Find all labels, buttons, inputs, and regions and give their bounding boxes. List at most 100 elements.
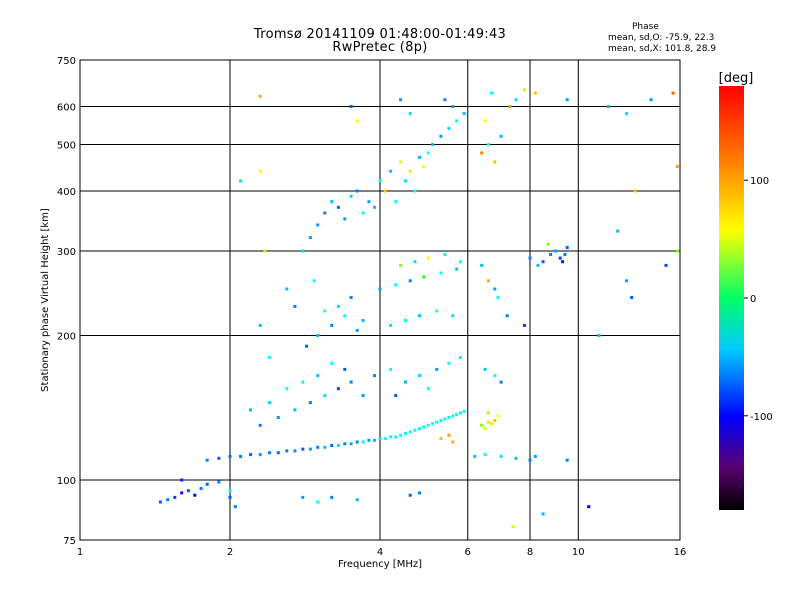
data-point — [285, 287, 289, 291]
data-point — [349, 380, 353, 384]
data-point — [607, 105, 610, 108]
data-point — [490, 422, 494, 426]
data-point — [499, 380, 503, 384]
data-point — [239, 454, 243, 458]
y-axis-label: Stationary phase Virtual Height [km] — [40, 208, 51, 392]
data-point — [426, 151, 430, 155]
data-point — [205, 458, 209, 462]
data-point — [418, 374, 421, 378]
data-point — [308, 236, 312, 240]
data-point — [330, 361, 334, 365]
data-point — [249, 453, 253, 457]
data-point — [408, 112, 412, 116]
data-point — [228, 495, 232, 499]
data-point — [316, 500, 320, 504]
colorbar — [719, 86, 744, 510]
data-point — [565, 98, 569, 102]
data-point — [549, 253, 553, 256]
data-point — [389, 169, 393, 173]
data-point — [285, 449, 289, 453]
data-point — [349, 296, 353, 299]
data-point — [404, 380, 407, 384]
data-point — [367, 200, 371, 204]
data-point — [447, 127, 451, 130]
data-point — [330, 323, 334, 327]
data-point — [258, 94, 262, 98]
data-point — [413, 428, 417, 432]
data-point — [330, 495, 334, 499]
data-point — [413, 260, 417, 264]
plot-frame — [79, 59, 681, 541]
data-point — [480, 263, 484, 267]
data-point — [493, 374, 497, 378]
data-point — [528, 458, 532, 462]
data-point — [336, 205, 340, 209]
data-point — [462, 112, 466, 116]
data-point — [455, 119, 459, 123]
data-point — [361, 319, 365, 322]
data-point — [435, 420, 439, 424]
data-point — [389, 367, 393, 371]
y-tick-label: 600 — [57, 103, 76, 114]
data-point — [439, 419, 443, 423]
y-tick-label: 100 — [57, 476, 76, 487]
data-point — [268, 356, 271, 359]
data-point — [630, 296, 634, 299]
data-point — [205, 482, 209, 486]
data-point — [558, 256, 562, 260]
data-point — [293, 449, 297, 453]
data-point — [355, 328, 359, 332]
data-point — [536, 263, 540, 267]
y-tick-label: 200 — [57, 332, 76, 343]
data-point — [373, 205, 376, 209]
data-point — [258, 323, 262, 327]
data-point — [166, 498, 170, 502]
data-point — [361, 440, 365, 444]
data-point — [480, 423, 484, 427]
data-point — [533, 454, 537, 458]
data-point — [316, 445, 320, 449]
data-point — [349, 194, 353, 198]
data-point — [316, 374, 320, 378]
data-point — [439, 271, 443, 275]
data-point — [228, 489, 232, 493]
data-point — [399, 263, 403, 267]
data-point — [505, 314, 509, 318]
data-point — [312, 279, 316, 283]
data-point — [490, 91, 494, 95]
data-point — [316, 223, 320, 227]
data-point — [355, 189, 359, 193]
data-point — [443, 98, 447, 102]
data-point — [301, 495, 305, 499]
x-axis-label: Frequency [MHz] — [338, 559, 422, 570]
data-point — [349, 442, 353, 446]
data-point — [336, 387, 340, 391]
colorbar-tick-label: -100 — [750, 412, 773, 423]
data-point — [389, 323, 393, 327]
x-tick-label: 4 — [377, 547, 383, 558]
data-point — [336, 304, 340, 308]
data-point — [462, 409, 466, 413]
data-point — [408, 430, 412, 434]
data-point — [355, 119, 359, 123]
data-point — [268, 401, 271, 405]
data-point — [399, 98, 403, 102]
x-tick-label: 16 — [674, 547, 687, 558]
data-point — [199, 487, 203, 490]
data-point — [316, 334, 320, 337]
data-point — [293, 304, 297, 308]
data-point — [268, 451, 271, 455]
data-point — [173, 495, 177, 499]
data-point — [361, 394, 365, 397]
data-point — [486, 411, 490, 415]
data-point — [565, 246, 569, 250]
data-point — [413, 189, 417, 193]
data-point — [399, 433, 403, 437]
data-point — [435, 309, 439, 313]
data-point — [541, 512, 545, 516]
data-point — [323, 445, 327, 449]
data-point — [486, 420, 490, 424]
data-point — [343, 314, 347, 318]
data-point — [323, 309, 327, 313]
